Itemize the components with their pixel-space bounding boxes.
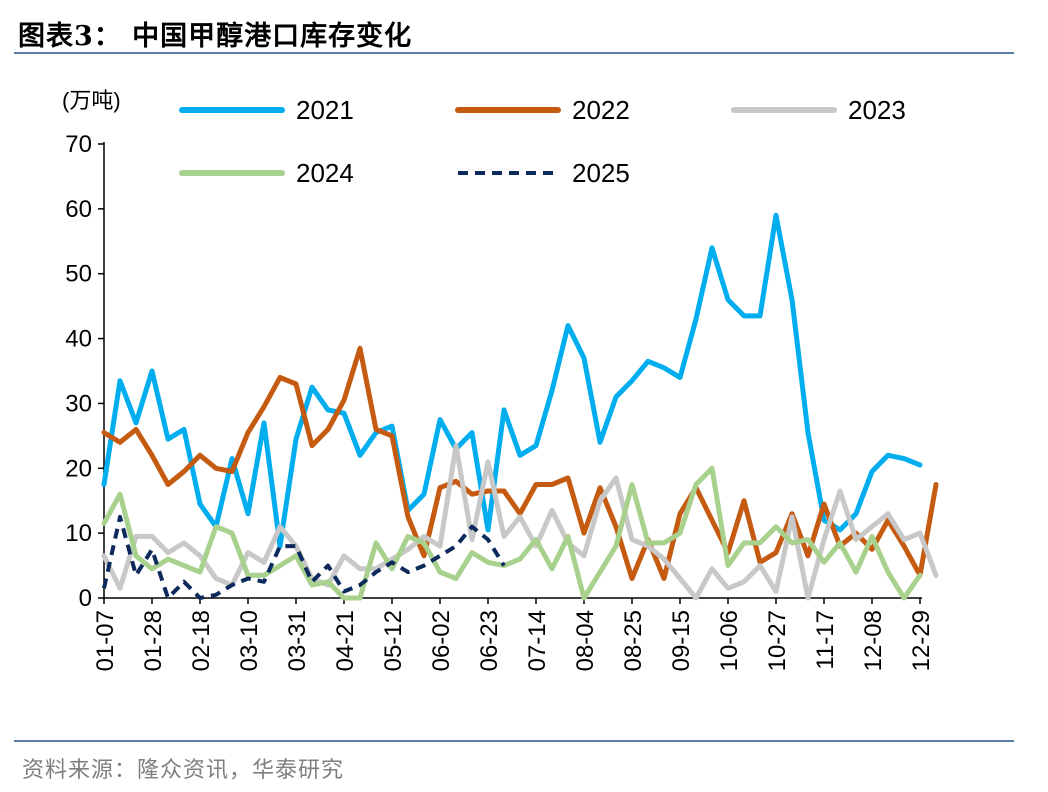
x-tick-label: 03-10 bbox=[236, 610, 263, 671]
legend-label-2024: 2024 bbox=[296, 158, 354, 188]
x-axis-ticks: 01-07 01-28 02-18 03-10 03-31 04-21 05-12 06-02… bbox=[92, 598, 935, 671]
source-note: 资料来源：隆众资讯，华泰研究 bbox=[22, 758, 345, 783]
series-line-2025 bbox=[102, 514, 506, 600]
x-tick-label: 01-07 bbox=[92, 610, 119, 671]
y-axis-unit-label: (万吨) bbox=[62, 88, 121, 113]
x-tick-label: 12-08 bbox=[860, 610, 887, 671]
line-chart: 0 10 20 30 40 50 60 70 01-07 01-28 02-18 03-10 03-3… bbox=[62, 88, 939, 671]
y-axis-ticks: 0 10 20 30 40 50 60 70 bbox=[65, 131, 104, 612]
legend-label-2022: 2022 bbox=[572, 95, 630, 125]
title-divider bbox=[14, 52, 1014, 54]
legend: 2021 2022 2023 2024 2025 bbox=[179, 95, 906, 188]
y-tick-label: 50 bbox=[65, 261, 92, 288]
x-tick-label: 01-28 bbox=[140, 610, 167, 671]
x-tick-label: 08-04 bbox=[572, 610, 599, 671]
x-tick-label: 05-12 bbox=[380, 610, 407, 671]
x-tick-label: 08-25 bbox=[620, 610, 647, 671]
chart-title: 图表3： 中国甲醇港口库存变化 bbox=[18, 21, 413, 52]
y-tick-label: 20 bbox=[65, 455, 92, 482]
y-tick-label: 30 bbox=[65, 390, 92, 417]
y-tick-label: 10 bbox=[65, 520, 92, 547]
x-tick-label: 11-17 bbox=[812, 610, 839, 670]
x-tick-label: 09-15 bbox=[668, 610, 695, 671]
y-tick-label: 40 bbox=[65, 326, 92, 353]
legend-label-2021: 2021 bbox=[296, 95, 354, 125]
x-tick-label: 07-14 bbox=[524, 610, 551, 671]
x-tick-label: 04-21 bbox=[332, 610, 359, 671]
series-line-2024 bbox=[101, 465, 923, 601]
x-tick-label: 06-02 bbox=[428, 610, 455, 671]
x-tick-label: 10-06 bbox=[716, 610, 743, 671]
legend-label-2023: 2023 bbox=[848, 95, 906, 125]
y-tick-label: 70 bbox=[65, 131, 92, 158]
series-lines bbox=[101, 212, 939, 601]
x-tick-label: 12-29 bbox=[908, 610, 935, 671]
y-tick-label: 60 bbox=[65, 196, 92, 223]
series-line-2022 bbox=[101, 345, 939, 581]
x-tick-label: 02-18 bbox=[188, 610, 215, 671]
legend-label-2025: 2025 bbox=[572, 158, 630, 188]
x-tick-label: 10-27 bbox=[764, 610, 791, 671]
y-tick-label: 0 bbox=[79, 585, 92, 612]
footer-divider bbox=[14, 740, 1014, 742]
x-tick-label: 03-31 bbox=[284, 610, 311, 671]
x-tick-label: 06-23 bbox=[476, 610, 503, 671]
series-line-2021 bbox=[101, 212, 923, 549]
